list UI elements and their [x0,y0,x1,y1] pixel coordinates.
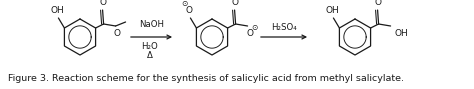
Text: ⊙: ⊙ [251,23,258,32]
Text: OH: OH [394,29,408,38]
Text: OH: OH [51,6,64,15]
Text: H₂SO₄: H₂SO₄ [271,23,297,32]
Text: O: O [99,0,106,7]
Text: O: O [246,29,253,38]
Text: O: O [374,0,381,7]
Text: Δ: Δ [146,51,153,60]
Text: O: O [186,6,193,15]
Text: O: O [113,29,120,38]
Text: OH: OH [326,6,339,15]
Text: NaOH: NaOH [139,20,164,29]
Text: ⊙: ⊙ [181,0,188,8]
Text: H₂O: H₂O [141,42,158,51]
Text: Figure 3. Reaction scheme for the synthesis of salicylic acid from methyl salicy: Figure 3. Reaction scheme for the synthe… [8,74,404,83]
Text: O: O [231,0,238,7]
